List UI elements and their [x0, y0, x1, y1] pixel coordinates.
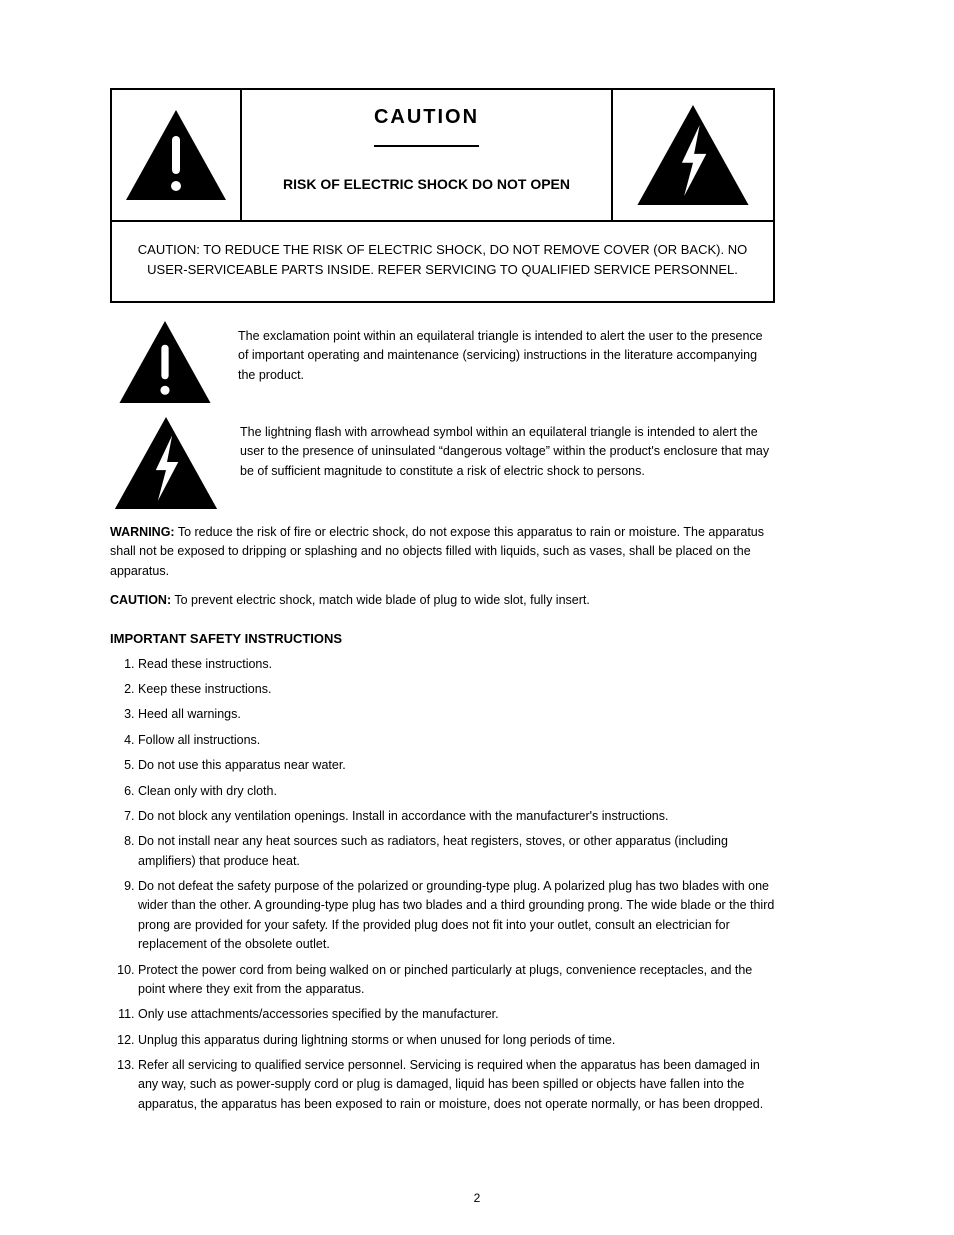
explain-warning-text: The exclamation point within an equilate…	[238, 321, 775, 385]
caution-box: CAUTION RISK OF ELECTRIC SHOCK DO NOT OP…	[110, 88, 775, 303]
caution-box-middle-cell: CAUTION RISK OF ELECTRIC SHOCK DO NOT OP…	[242, 90, 613, 220]
caution-box-right-cell	[613, 90, 773, 220]
warning-heading: WARNING:	[110, 525, 175, 539]
safety-list-item: Follow all instructions.	[138, 731, 775, 750]
warning-paragraph: WARNING: To reduce the risk of fire or e…	[110, 523, 775, 581]
safety-list-item: Do not use this apparatus near water.	[138, 756, 775, 775]
warning-text: To reduce the risk of fire or electric s…	[110, 525, 764, 578]
page-content: CAUTION RISK OF ELECTRIC SHOCK DO NOT OP…	[110, 88, 775, 1124]
explain-row-shock: The lightning flash with arrowhead symbo…	[110, 417, 775, 509]
caution-box-left-cell	[112, 90, 242, 220]
safety-list-item: Do not defeat the safety purpose of the …	[138, 877, 775, 955]
caution-title: CAUTION	[374, 90, 479, 147]
safety-list-item: Unplug this apparatus during lightning s…	[138, 1031, 775, 1050]
caution-paragraph: CAUTION: To prevent electric shock, matc…	[110, 591, 775, 610]
shock-icon	[110, 417, 222, 509]
safety-heading: IMPORTANT SAFETY INSTRUCTIONS	[110, 629, 775, 649]
safety-list-item: Do not block any ventilation openings. I…	[138, 807, 775, 826]
caution-body: CAUTION: TO REDUCE THE RISK OF ELECTRIC …	[112, 220, 773, 301]
page-number: 2	[0, 1191, 954, 1205]
warning-icon	[126, 110, 226, 200]
body-text: WARNING: To reduce the risk of fire or e…	[110, 523, 775, 1114]
caution-box-top-row: CAUTION RISK OF ELECTRIC SHOCK DO NOT OP…	[112, 90, 773, 220]
explain-shock-icon-holder	[110, 417, 222, 509]
safety-list-item: Only use attachments/accessories specifi…	[138, 1005, 775, 1024]
safety-list-item: Protect the power cord from being walked…	[138, 961, 775, 1000]
explain-warning-icon-holder	[110, 321, 220, 403]
explain-row-warning: The exclamation point within an equilate…	[110, 321, 775, 403]
explain-shock-text: The lightning flash with arrowhead symbo…	[240, 417, 775, 481]
symbol-explanations: The exclamation point within an equilate…	[110, 321, 775, 509]
safety-list: Read these instructions. Keep these instr…	[110, 655, 775, 1115]
safety-list-item: Refer all servicing to qualified service…	[138, 1056, 775, 1114]
shock-icon	[633, 105, 753, 205]
safety-list-item: Keep these instructions.	[138, 680, 775, 699]
safety-list-item: Do not install near any heat sources suc…	[138, 832, 775, 871]
caution-subtitle: RISK OF ELECTRIC SHOCK DO NOT OPEN	[275, 147, 578, 220]
caution-heading: CAUTION:	[110, 593, 171, 607]
safety-list-item: Clean only with dry cloth.	[138, 782, 775, 801]
caution-text: To prevent electric shock, match wide bl…	[171, 593, 590, 607]
warning-icon	[115, 321, 215, 403]
safety-list-item: Read these instructions.	[138, 655, 775, 674]
safety-list-item: Heed all warnings.	[138, 705, 775, 724]
